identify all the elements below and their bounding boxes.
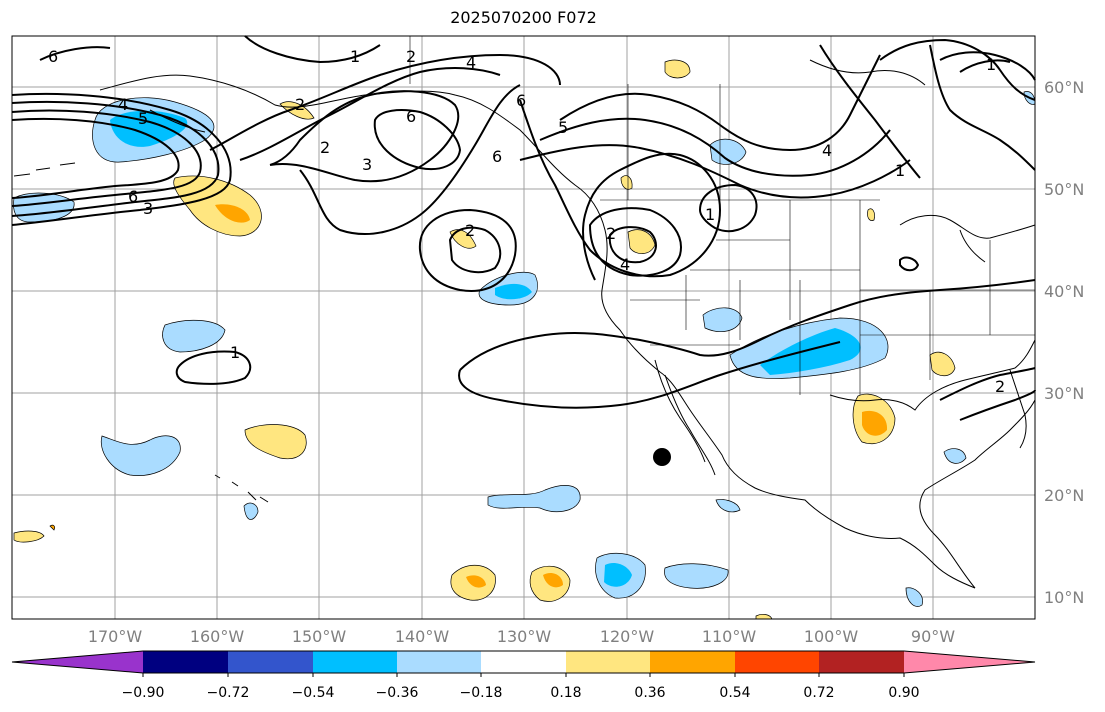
lat-label: 50°N	[1044, 180, 1084, 199]
contour-label: 5	[558, 118, 568, 137]
coastlines	[13, 59, 1036, 589]
contour-label: 3	[362, 155, 372, 174]
longitude-labels: 170°W 160°W 150°W 140°W 130°W 120°W 110°…	[88, 627, 955, 646]
state-borders	[409, 36, 1035, 395]
lat-label: 40°N	[1044, 282, 1084, 301]
colorbar-tick-label: −0.90	[122, 685, 165, 701]
contour-label: 3	[143, 199, 153, 218]
colorbar-segment	[650, 651, 735, 673]
map-frame	[11, 35, 1036, 620]
lon-label: 120°W	[600, 627, 655, 646]
colorbar-segment	[228, 651, 313, 673]
colorbar: −0.90 −0.72 −0.54 −0.36 −0.18 0.18 0.36 …	[11, 650, 1036, 701]
colorbar-segment	[481, 651, 566, 673]
latitude-labels: 60°N 50°N 40°N 30°N 20°N 10°N	[1044, 78, 1084, 607]
contour-label: 1	[986, 55, 996, 74]
colorbar-segment	[397, 651, 481, 673]
contour-label: 2	[320, 138, 330, 157]
map-title: 2025070200 F072	[450, 8, 597, 27]
lon-label: 160°W	[190, 627, 245, 646]
contour-label: 4	[822, 141, 832, 160]
contour-label: 5	[138, 109, 148, 128]
contour-label: 4	[118, 95, 128, 114]
lon-label: 140°W	[395, 627, 450, 646]
contour-label: 6	[406, 107, 416, 126]
colorbar-tick-label: −0.36	[376, 685, 419, 701]
colorbar-segment	[313, 651, 397, 673]
lon-label: 110°W	[702, 627, 757, 646]
colorbar-segment	[143, 651, 228, 673]
contour-label: 6	[516, 91, 526, 110]
contour-lines	[11, 35, 1036, 421]
lat-label: 30°N	[1044, 384, 1084, 403]
contour-label: 1	[705, 205, 715, 224]
colorbar-tick-label: −0.54	[292, 685, 335, 701]
contour-label: 1	[350, 47, 360, 66]
contour-label: 2	[995, 377, 1005, 396]
lon-label: 100°W	[804, 627, 859, 646]
contour-label: 2	[606, 224, 616, 243]
contour-label: 2	[465, 221, 475, 240]
contour-label: 4	[466, 53, 476, 72]
colorbar-tick-label: 0.54	[719, 685, 750, 701]
colorbar-segment	[819, 651, 904, 673]
lat-label: 20°N	[1044, 486, 1084, 505]
lon-label: 90°W	[911, 627, 955, 646]
lon-label: 130°W	[497, 627, 552, 646]
lat-label: 60°N	[1044, 78, 1084, 97]
contour-label: 2	[295, 95, 305, 114]
contour-label: 1	[895, 161, 905, 180]
colorbar-tick-label: 0.18	[550, 685, 581, 701]
colorbar-tick-label: 0.36	[634, 685, 665, 701]
positive-anomaly-shading	[13, 59, 956, 620]
location-marker-icon	[653, 448, 671, 466]
colorbar-extend-right	[904, 651, 1035, 673]
contour-label: 1	[230, 343, 240, 362]
contour-labels: 6 5 4 3 2 1 6 5 3 2 6 2 4 5 6 1 1 2 4 2 …	[48, 47, 1005, 396]
colorbar-tick-label: 0.72	[803, 685, 834, 701]
contour-label: 6	[128, 187, 138, 206]
lat-label: 10°N	[1044, 588, 1084, 607]
lon-label: 150°W	[292, 627, 347, 646]
colorbar-tick-label: 0.90	[888, 685, 919, 701]
lon-label: 170°W	[88, 627, 143, 646]
colorbar-tick-label: −0.72	[207, 685, 250, 701]
contour-label: 6	[48, 47, 58, 66]
contour-label: 6	[492, 147, 502, 166]
colorbar-extend-left	[12, 651, 143, 673]
colorbar-segment	[566, 651, 650, 673]
negative-anomaly-shading	[13, 91, 1036, 607]
contour-label: 2	[406, 47, 416, 66]
contour-label: 4	[620, 255, 630, 274]
colorbar-segment	[735, 651, 819, 673]
colorbar-tick-label: −0.18	[460, 685, 503, 701]
